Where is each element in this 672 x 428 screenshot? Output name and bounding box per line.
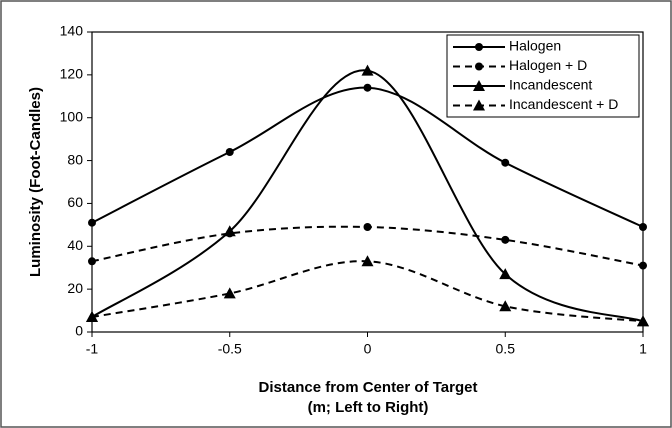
marker (499, 300, 512, 312)
marker (361, 64, 374, 76)
marker (639, 223, 647, 231)
y-tick-label: 80 (67, 151, 83, 167)
x-tick-label: -1 (86, 341, 99, 357)
x-tick-label: 0 (364, 341, 372, 357)
legend-marker (475, 62, 483, 71)
y-tick-label: 20 (67, 280, 83, 296)
marker (223, 225, 236, 237)
y-axis-label: Luminosity (Foot-Candles) (27, 87, 44, 277)
marker (225, 148, 234, 156)
marker (363, 223, 372, 231)
marker (501, 235, 510, 244)
y-tick-label: 0 (75, 323, 83, 339)
marker (501, 158, 510, 167)
marker (499, 268, 512, 280)
legend-label: Halogen (509, 38, 561, 54)
y-tick-label: 40 (67, 237, 83, 253)
y-tick-label: 100 (60, 108, 84, 124)
x-tick-label: -0.5 (218, 341, 242, 357)
x-axis-label: (m; Left to Right) (308, 399, 429, 416)
y-tick-label: 60 (67, 194, 83, 210)
y-tick-label: 120 (60, 66, 84, 82)
x-tick-label: 0.5 (496, 341, 516, 357)
legend-label: Incandescent (509, 77, 592, 93)
legend-marker (475, 43, 483, 51)
legend-marker (473, 99, 485, 111)
marker (637, 315, 649, 327)
legend-marker (473, 80, 485, 91)
marker (363, 83, 372, 92)
marker (639, 261, 647, 270)
marker (361, 255, 374, 267)
marker (88, 257, 96, 266)
marker (223, 287, 236, 299)
x-tick-label: 1 (639, 341, 647, 357)
marker (86, 311, 98, 322)
legend-label: Incandescent + D (509, 96, 618, 112)
marker (88, 218, 96, 227)
x-axis-label: Distance from Center of Target (259, 379, 478, 396)
y-tick-label: 140 (60, 23, 84, 39)
legend-label: Halogen + D (509, 57, 587, 73)
